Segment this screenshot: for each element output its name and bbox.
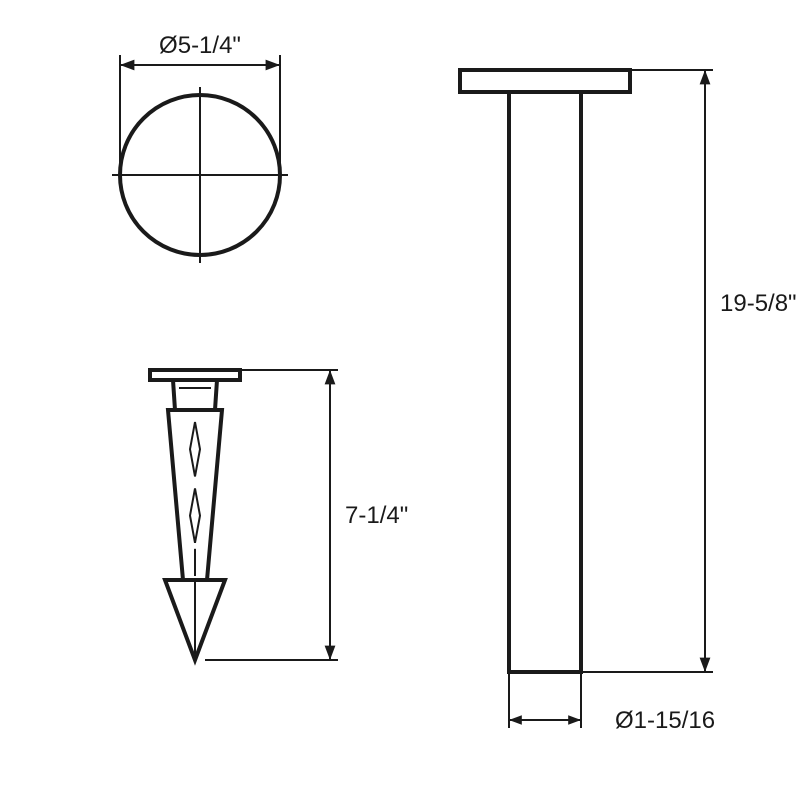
technical-drawing: Ø5-1/4" 7-1/4" 19-5/8" Ø1-15/16 bbox=[0, 0, 800, 800]
post-height-label: 19-5/8" bbox=[720, 290, 797, 317]
post-side-view: 19-5/8" Ø1-15/16 bbox=[460, 70, 797, 734]
stake-height-label: 7-1/4" bbox=[345, 502, 408, 529]
top-view-circle: Ø5-1/4" bbox=[112, 32, 288, 263]
top-diameter-label: Ø5-1/4" bbox=[159, 32, 241, 59]
ground-stake: 7-1/4" bbox=[150, 370, 408, 660]
post-diameter-label: Ø1-15/16 bbox=[615, 707, 715, 734]
